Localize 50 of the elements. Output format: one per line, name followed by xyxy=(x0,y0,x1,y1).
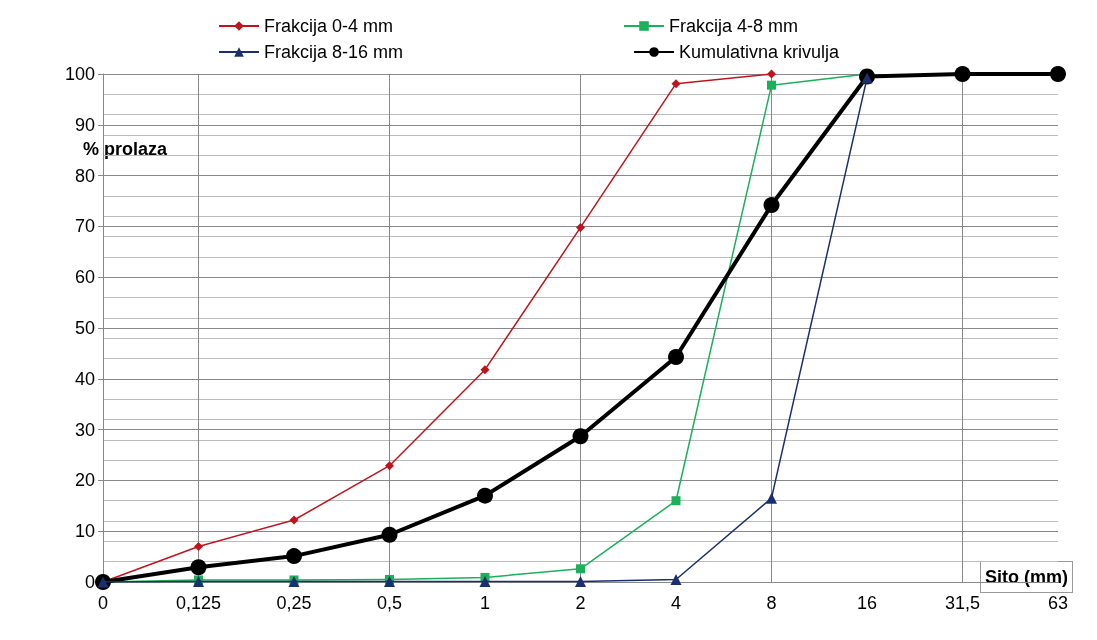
point xyxy=(194,541,203,551)
point xyxy=(767,69,776,79)
x-tick-label: 0,5 xyxy=(376,593,403,613)
point xyxy=(767,80,776,90)
point xyxy=(477,487,493,504)
point xyxy=(385,461,394,471)
point xyxy=(479,575,491,587)
point xyxy=(572,428,589,445)
x-tick-label: 2 xyxy=(575,593,586,613)
x-tick-label: 31,5 xyxy=(944,593,981,613)
y-tick-label: 60 xyxy=(74,267,95,288)
y-tick-label: 30 xyxy=(74,419,95,440)
point xyxy=(766,492,777,504)
x-tick-label: 0 xyxy=(97,593,109,613)
y-tick-label: 20 xyxy=(74,470,95,491)
point xyxy=(1050,66,1066,82)
point xyxy=(575,575,586,587)
point xyxy=(381,526,398,543)
x-tick-label: 0,125 xyxy=(175,593,222,613)
y-tick-label: 90 xyxy=(74,114,95,135)
point xyxy=(670,573,682,585)
y-tick-label: 70 xyxy=(74,216,95,237)
point xyxy=(480,365,490,375)
y-tick-label: 40 xyxy=(74,368,95,389)
point xyxy=(668,348,684,365)
x-tick-label: 63 xyxy=(1047,593,1069,613)
point xyxy=(576,564,585,574)
point xyxy=(671,79,681,89)
legend-label: Frakcija 8-16 mm xyxy=(264,42,404,62)
x-tick-label: 8 xyxy=(766,593,777,613)
legend-label: Frakcija 4-8 mm xyxy=(669,16,799,36)
point xyxy=(671,496,681,506)
x-tick-label: 16 xyxy=(856,593,878,613)
y-tick-label: 10 xyxy=(74,521,95,542)
point xyxy=(190,559,207,576)
x-tick-label: 4 xyxy=(670,593,682,613)
x-tick-label: 1 xyxy=(479,593,491,613)
point xyxy=(286,548,302,565)
legend-label: Kumulativna krivulja xyxy=(679,42,841,62)
point xyxy=(954,66,971,82)
y-tick-label: 100 xyxy=(64,64,95,84)
y-tick-label: 0 xyxy=(84,572,95,592)
point xyxy=(289,515,299,525)
point xyxy=(763,197,780,214)
y-tick-label: 80 xyxy=(74,165,95,186)
point xyxy=(576,222,585,232)
y-tick-label: 50 xyxy=(74,318,95,338)
x-tick-label: 0,25 xyxy=(276,593,312,613)
legend-label: Frakcija 0-4 mm xyxy=(264,16,394,36)
y-axis-title: % prolaza xyxy=(83,139,169,159)
